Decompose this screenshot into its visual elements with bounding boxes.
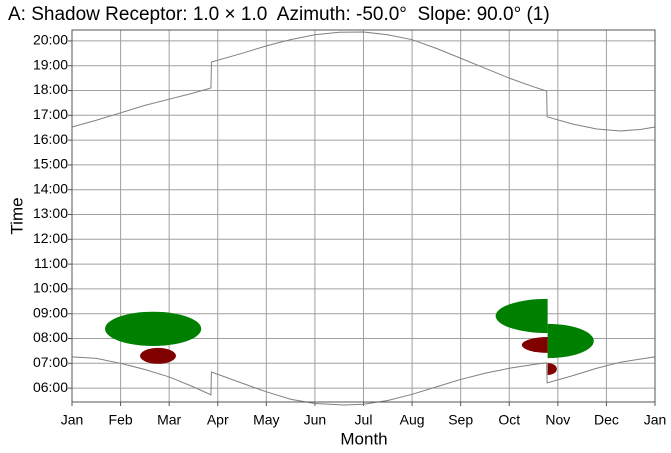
y-tick-label: 20:00 bbox=[33, 32, 68, 48]
y-tick-label: 08:00 bbox=[33, 329, 68, 345]
y-tick-label: 15:00 bbox=[33, 156, 68, 172]
y-tick-label: 12:00 bbox=[33, 230, 68, 246]
shadow-area bbox=[140, 347, 176, 364]
y-tick-label: 13:00 bbox=[33, 205, 68, 221]
y-tick-label: 07:00 bbox=[33, 354, 68, 370]
x-tick-label: Dec bbox=[594, 412, 619, 428]
y-tick-label: 09:00 bbox=[33, 304, 68, 320]
chart-title: A: Shadow Receptor: 1.0 × 1.0 Azimuth: -… bbox=[8, 4, 550, 25]
line bbox=[71, 31, 656, 132]
y-tick-label: 10:00 bbox=[33, 280, 68, 296]
y-tick-label: 11:00 bbox=[34, 255, 68, 271]
x-tick-label: Jan bbox=[61, 412, 84, 428]
y-tick-label: 06:00 bbox=[33, 379, 68, 395]
y-tick-label: 14:00 bbox=[33, 180, 68, 196]
x-tick-label: Jun bbox=[304, 412, 327, 428]
shadow-area bbox=[521, 337, 548, 353]
x-tick-label: Mar bbox=[157, 412, 181, 428]
x-tick-label: Oct bbox=[498, 412, 520, 428]
x-tick-label: Jan bbox=[644, 412, 667, 428]
marks bbox=[71, 31, 656, 406]
y-tick-label: 19:00 bbox=[33, 56, 68, 72]
x-tick-label: Aug bbox=[400, 412, 425, 428]
y-tick-label: 18:00 bbox=[33, 81, 68, 97]
y-axis-label: Time bbox=[7, 197, 26, 234]
x-tick-label: Jul bbox=[355, 412, 373, 428]
x-tick-label: Apr bbox=[207, 412, 229, 428]
shadow-area bbox=[547, 323, 594, 359]
x-tick-label: May bbox=[253, 412, 279, 428]
y-tick-label: 17:00 bbox=[33, 106, 68, 122]
line bbox=[71, 356, 656, 406]
y-tick-label: 16:00 bbox=[33, 131, 68, 147]
shadow-area bbox=[495, 298, 548, 334]
x-tick-label: Sep bbox=[448, 412, 473, 428]
plot-frame bbox=[71, 29, 656, 403]
shadow-area bbox=[105, 311, 202, 346]
x-tick-label: Nov bbox=[545, 412, 570, 428]
x-axis-label: Month bbox=[340, 429, 387, 448]
x-tick-label: Feb bbox=[109, 412, 133, 428]
shadow-area bbox=[547, 363, 557, 375]
